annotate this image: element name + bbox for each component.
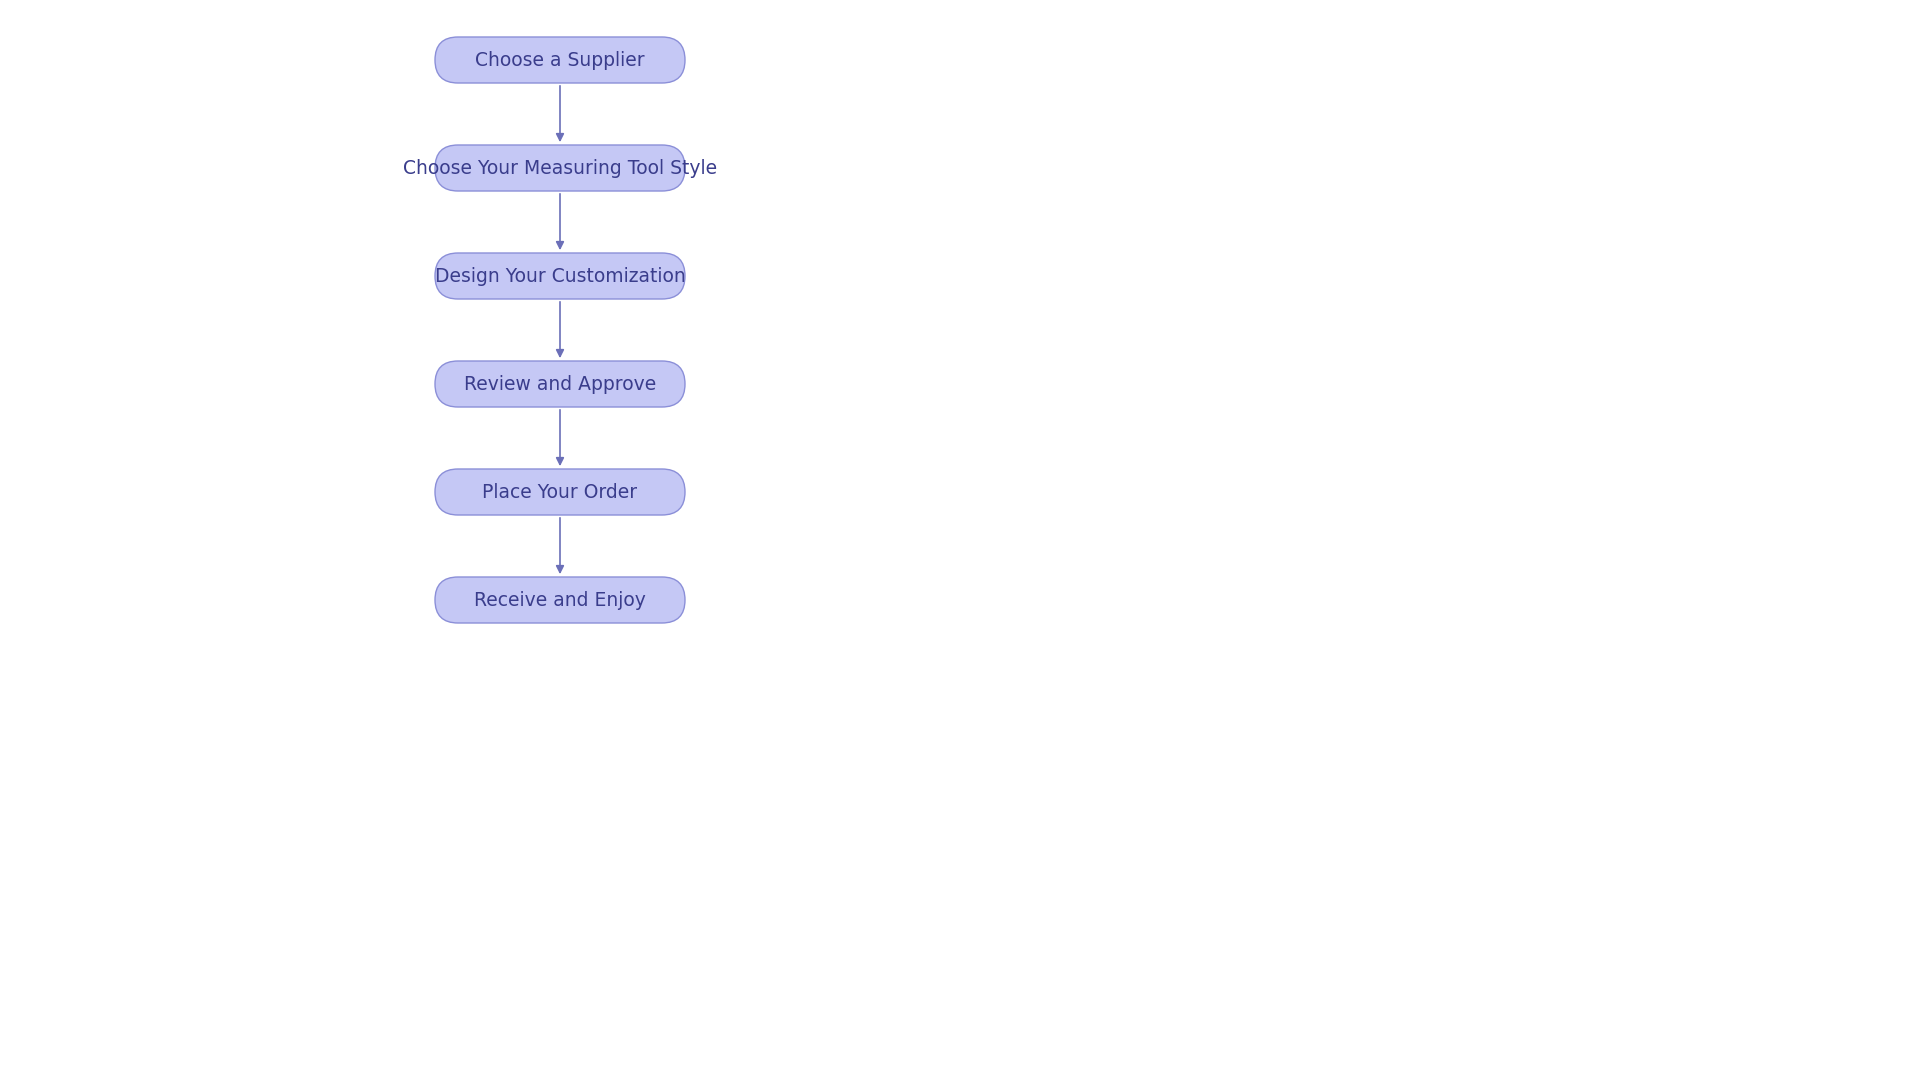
FancyBboxPatch shape	[436, 253, 685, 299]
Text: Choose Your Measuring Tool Style: Choose Your Measuring Tool Style	[403, 158, 716, 178]
FancyBboxPatch shape	[436, 145, 685, 191]
Text: Choose a Supplier: Choose a Supplier	[474, 51, 645, 69]
Text: Design Your Customization: Design Your Customization	[434, 266, 685, 286]
Text: Review and Approve: Review and Approve	[465, 375, 657, 393]
FancyBboxPatch shape	[436, 577, 685, 623]
FancyBboxPatch shape	[436, 361, 685, 407]
FancyBboxPatch shape	[436, 469, 685, 516]
Text: Place Your Order: Place Your Order	[482, 483, 637, 501]
Text: Receive and Enjoy: Receive and Enjoy	[474, 590, 645, 610]
FancyBboxPatch shape	[436, 37, 685, 83]
